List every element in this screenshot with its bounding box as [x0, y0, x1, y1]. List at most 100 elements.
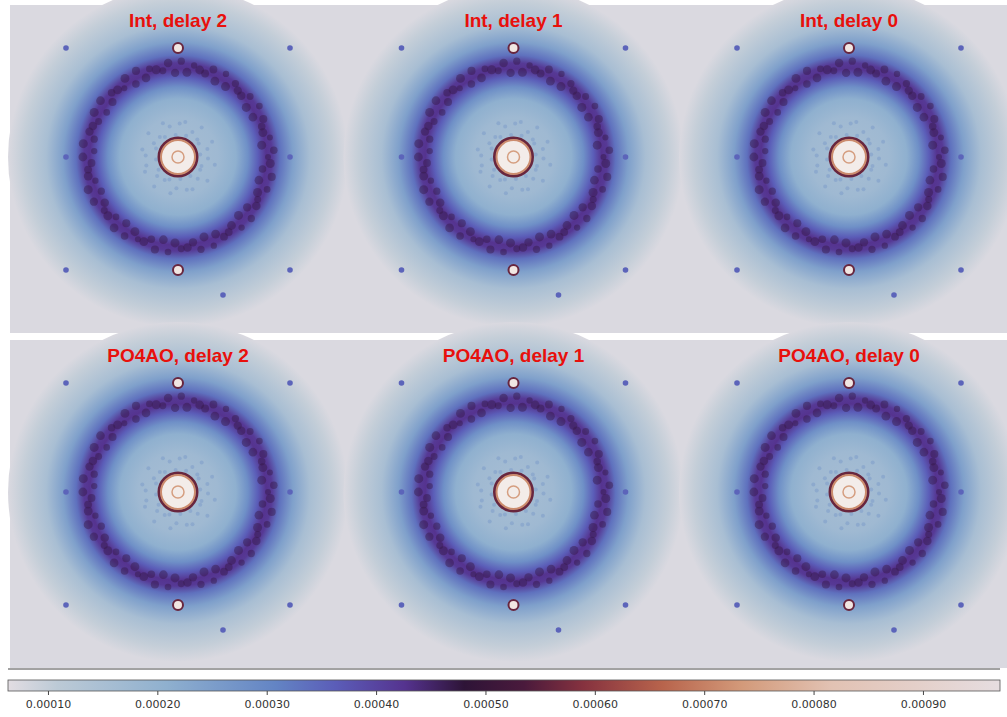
speckle: [823, 476, 827, 480]
speckle: [495, 570, 504, 579]
speckle: [792, 232, 800, 240]
speckle: [781, 224, 790, 233]
speckle: [196, 512, 200, 516]
speckle: [792, 420, 798, 426]
speckle: [483, 235, 491, 243]
speckle: [486, 580, 494, 588]
speckle: [132, 415, 140, 423]
speckle: [534, 168, 538, 172]
speckle: [242, 438, 251, 447]
satellite-spot: [958, 45, 964, 51]
speckle: [171, 404, 179, 412]
speckle: [425, 108, 434, 117]
speckle: [168, 125, 172, 129]
speckle: [823, 520, 827, 524]
speckle: [256, 438, 263, 445]
speckle: [466, 562, 475, 571]
speckle: [268, 173, 276, 181]
speckle: [196, 177, 200, 181]
speckle: [142, 409, 151, 418]
speckle: [582, 428, 589, 435]
speckle: [449, 420, 458, 429]
speckle: [152, 185, 156, 189]
speckle: [750, 153, 759, 162]
speckle: [582, 93, 589, 100]
speckle: [513, 457, 517, 461]
speckle: [817, 131, 821, 135]
satellite-spot: [287, 380, 293, 386]
speckle: [234, 546, 243, 555]
speckle: [545, 401, 553, 409]
speckle: [154, 482, 158, 486]
speckle: [537, 405, 545, 413]
speckle: [835, 59, 843, 67]
speckle: [498, 178, 502, 182]
speckle: [84, 166, 92, 174]
speckle: [151, 245, 159, 253]
speckle: [248, 550, 255, 557]
speckle: [425, 198, 433, 206]
satellite-spot: [173, 265, 183, 275]
speckle: [537, 70, 545, 78]
satellite-spot: [734, 602, 740, 608]
speckle: [913, 438, 922, 447]
speckle: [880, 66, 888, 74]
satellite-spot: [287, 45, 293, 51]
speckle: [234, 211, 243, 220]
speckle: [211, 230, 220, 239]
speckle: [558, 406, 564, 412]
speckle: [542, 157, 546, 161]
speckle: [487, 65, 496, 74]
colorbar-tick-label: 0.00030: [244, 698, 290, 711]
speckle: [190, 130, 194, 134]
speckle: [210, 475, 214, 479]
speckle: [419, 520, 428, 529]
speckle: [91, 148, 97, 154]
speckle: [456, 74, 465, 83]
speckle: [583, 550, 590, 557]
speckle: [201, 70, 209, 78]
speckle: [779, 433, 787, 441]
speckle: [545, 66, 553, 74]
speckle: [882, 77, 891, 86]
speckle: [531, 473, 535, 477]
speckle: [163, 135, 167, 139]
speckle: [259, 115, 267, 123]
speckle: [91, 136, 98, 143]
speckle: [232, 415, 239, 422]
speckle: [122, 554, 130, 562]
psf-core-inner: [172, 151, 184, 163]
speckle: [924, 523, 933, 532]
satellite-spot: [287, 267, 293, 273]
speckle: [257, 476, 266, 485]
satellite-spot: [958, 380, 964, 386]
satellite-spot: [399, 602, 405, 608]
speckle: [197, 581, 204, 588]
psf-core: [497, 140, 531, 174]
speckle: [845, 186, 849, 190]
speckle: [894, 406, 900, 412]
speckle: [146, 131, 150, 135]
speckle: [79, 153, 88, 162]
speckle: [190, 465, 194, 469]
speckle: [599, 186, 606, 193]
speckle: [880, 401, 888, 409]
speckle: [152, 476, 156, 480]
speckle: [148, 570, 156, 578]
speckle: [79, 139, 88, 148]
speckle: [834, 178, 838, 182]
speckle: [165, 584, 172, 591]
speckle: [220, 568, 228, 576]
speckle: [487, 141, 491, 145]
speckle: [823, 141, 827, 145]
speckle: [259, 500, 267, 508]
speckle: [143, 170, 147, 174]
speckle: [198, 488, 202, 492]
speckle: [252, 537, 260, 545]
speckle: [869, 153, 873, 157]
speckle: [121, 420, 127, 426]
speckle: [264, 521, 271, 528]
speckle: [486, 245, 494, 253]
psf-halo: [344, 322, 684, 662]
speckle: [184, 134, 188, 138]
